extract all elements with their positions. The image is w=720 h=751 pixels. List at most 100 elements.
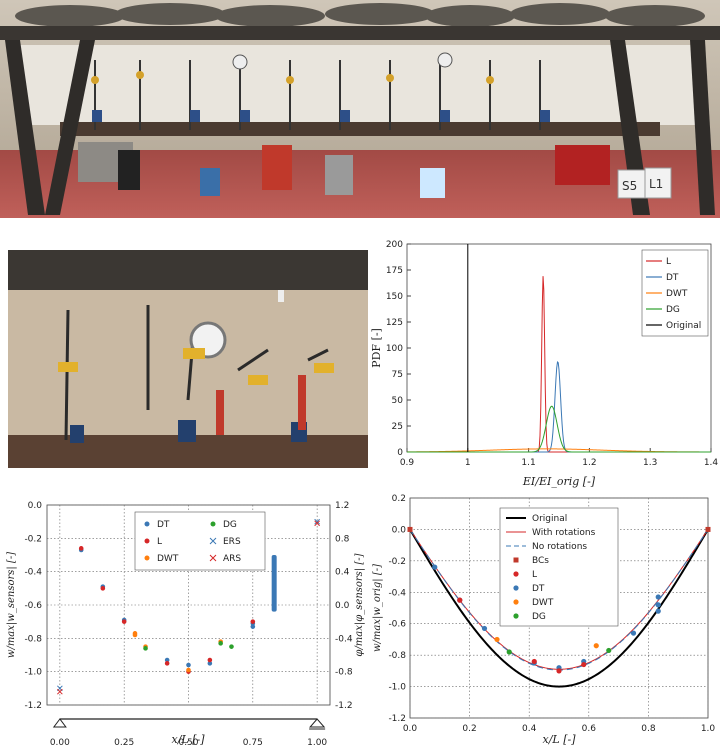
- deflection-point-dg: [606, 647, 612, 654]
- pdf-legend-label: DWT: [666, 289, 688, 299]
- sensor-point-dt: [186, 662, 191, 668]
- deflection-legend-swatch: [513, 557, 519, 563]
- deflection-legend-label: L: [532, 570, 537, 580]
- sensor-legend-box: [134, 511, 266, 571]
- deflection-bc-point: [407, 526, 413, 532]
- sensor-y-tick-label: -0.6: [24, 601, 42, 611]
- deflection-legend-box: [499, 507, 619, 627]
- sensor-y-tick-label: -1.2: [24, 701, 42, 711]
- pdf-y-tick-label: 100: [386, 344, 403, 354]
- pdf-x-axis-label: EI/EI_orig [-]: [522, 475, 596, 488]
- deflection-legend-label: DWT: [532, 598, 554, 608]
- pdf-x-tick-label: 1.2: [582, 458, 596, 468]
- deflection-legend-swatch: [513, 571, 519, 577]
- sensor-legend-label: ERS: [223, 537, 241, 547]
- deflection-point-dt: [630, 630, 637, 636]
- sensor-x-tick-label: 0.00: [50, 738, 70, 747]
- sensor-legend-marker: [144, 521, 150, 527]
- rig-photo-closeup: [8, 250, 368, 468]
- sensor-x-tick-label: 0.50: [178, 738, 198, 747]
- sign-s5: S5: [622, 179, 637, 193]
- rig-photo-closeup-drawing: [8, 250, 368, 468]
- deflection-legend-label: DT: [532, 584, 545, 594]
- deflection-chart-svg: 0.0 0.2 0.4 0.6 0.8 1.0 0.2 0.0 -0.2 -0.4 -0.6 -0.8…: [372, 494, 716, 746]
- beam-supports: [52, 718, 326, 730]
- pdf-legend-label: L: [666, 257, 671, 267]
- pdf-y-tick-label: 200: [386, 240, 403, 250]
- sensor-point-dwt: [132, 632, 138, 638]
- sensor-legend-label: DG: [223, 520, 237, 530]
- pdf-y-tick-label: 150: [386, 292, 403, 302]
- sensor-y-tick-label: -0.8: [24, 634, 42, 644]
- sensor-y-right-tick-label: 0.4: [335, 568, 350, 578]
- pdf-x-tick-label: 1.3: [643, 458, 657, 468]
- sensor-y-axis-label-left: w/max|w_sensors| [-]: [6, 552, 17, 658]
- sensor-rotation-ars: [314, 520, 320, 527]
- sensor-point-dg: [229, 644, 234, 649]
- sensor-legend-label: L: [157, 537, 162, 547]
- deflection-point-dg: [506, 649, 512, 655]
- rig-photo-top-drawing: S5 L1: [0, 0, 720, 218]
- deflection-point-dwt: [593, 643, 599, 649]
- deflection-x-tick-label: 0.0: [403, 724, 418, 734]
- sensor-y-tick-label: -0.2: [24, 534, 42, 544]
- sensor-point-l: [121, 619, 127, 624]
- sensor-y-tick-label: -1.0: [24, 668, 42, 678]
- sensor-y-right-tick-label: 0.0: [335, 601, 350, 611]
- deflection-legend-swatch: [513, 599, 519, 605]
- sensor-y-tick-label: -0.4: [24, 568, 42, 578]
- sensor-y-tick-label: 0.0: [28, 501, 43, 511]
- deflection-x-tick-label: 0.2: [462, 724, 476, 734]
- pdf-chart-svg: 0.9 1 1.1 1.2 1.3 1.4 0 25 50 75 100 125 150 175 200 L…: [370, 240, 719, 488]
- sensor-point-l: [164, 661, 170, 666]
- sensor-legend-label: DT: [157, 520, 170, 530]
- sensor-point-dwt: [186, 667, 191, 673]
- deflection-x-tick-label: 0.8: [641, 724, 656, 734]
- pdf-y-tick-label: 0: [397, 448, 403, 458]
- sensor-point-l: [207, 657, 213, 663]
- pdf-y-tick-label: 25: [392, 422, 403, 432]
- pdf-legend-label: DT: [666, 273, 679, 283]
- deflection-y-tick-label: -1.2: [388, 714, 406, 724]
- sensor-point-l: [250, 619, 256, 624]
- sensor-rotation-ars: [57, 688, 63, 695]
- deflection-x-tick-label: 1.0: [701, 724, 716, 734]
- sensor-x-tick-label: 0.75: [243, 738, 263, 747]
- sensor-x-tick-label: 1.00: [307, 738, 327, 747]
- sensor-x-axis-label: x/L [-]: [171, 733, 205, 746]
- sensor-point-dt: [207, 661, 213, 666]
- pdf-x-tick-label: 1: [465, 458, 471, 468]
- sensor-chart: 0.00 0.25 0.50 0.75 1.00 0.0 -0.2 -0.4 -0.6 -0.8 -…: [0, 490, 370, 748]
- deflection-y-tick-label: -1.0: [388, 683, 406, 693]
- deflection-legend-label: DG: [532, 612, 546, 622]
- deflection-point-l: [531, 658, 537, 665]
- deflection-legend-swatch: [513, 585, 519, 591]
- sensor-y-right-tick-label: -1.2: [335, 701, 353, 711]
- sensor-x-tick-label: 0.25: [114, 738, 134, 747]
- sign-l1: L1: [649, 177, 663, 191]
- sensor-legend-marker: [144, 538, 150, 544]
- pdf-legend-label: DG: [666, 305, 680, 315]
- sensor-legend-label: ARS: [223, 554, 241, 564]
- roller-support-right: [309, 718, 326, 728]
- sensor-legend-marker: [144, 555, 150, 561]
- sensor-legend-label: DWT: [157, 554, 179, 564]
- pdf-legend-label: Original: [666, 321, 701, 331]
- deflection-y-tick-label: 0.2: [392, 494, 406, 504]
- deflection-y-axis-label: w/max|w_orig| [-]: [372, 564, 383, 652]
- deflection-legend-swatch: [513, 613, 519, 619]
- deflection-point-dt: [655, 608, 661, 614]
- deflection-y-tick-label: -0.8: [388, 651, 406, 661]
- pdf-x-tick-label: 0.9: [400, 458, 415, 468]
- deflection-point-dt: [481, 625, 488, 632]
- sensor-y-axis-label-right: φ/max|φ_sensors| [-]: [354, 553, 365, 656]
- pdf-x-tick-label: 1.4: [704, 458, 719, 468]
- rig-photo-top: S5 L1: [0, 0, 720, 218]
- deflection-y-tick-label: -0.2: [388, 557, 406, 567]
- pdf-y-tick-label: 175: [386, 266, 403, 276]
- deflection-point-dwt: [494, 636, 500, 643]
- sensor-legend-marker: [209, 537, 217, 545]
- deflection-x-tick-label: 0.4: [522, 724, 537, 734]
- sensor-y-right-tick-label: -0.4: [335, 634, 353, 644]
- deflection-y-tick-label: -0.4: [388, 588, 406, 598]
